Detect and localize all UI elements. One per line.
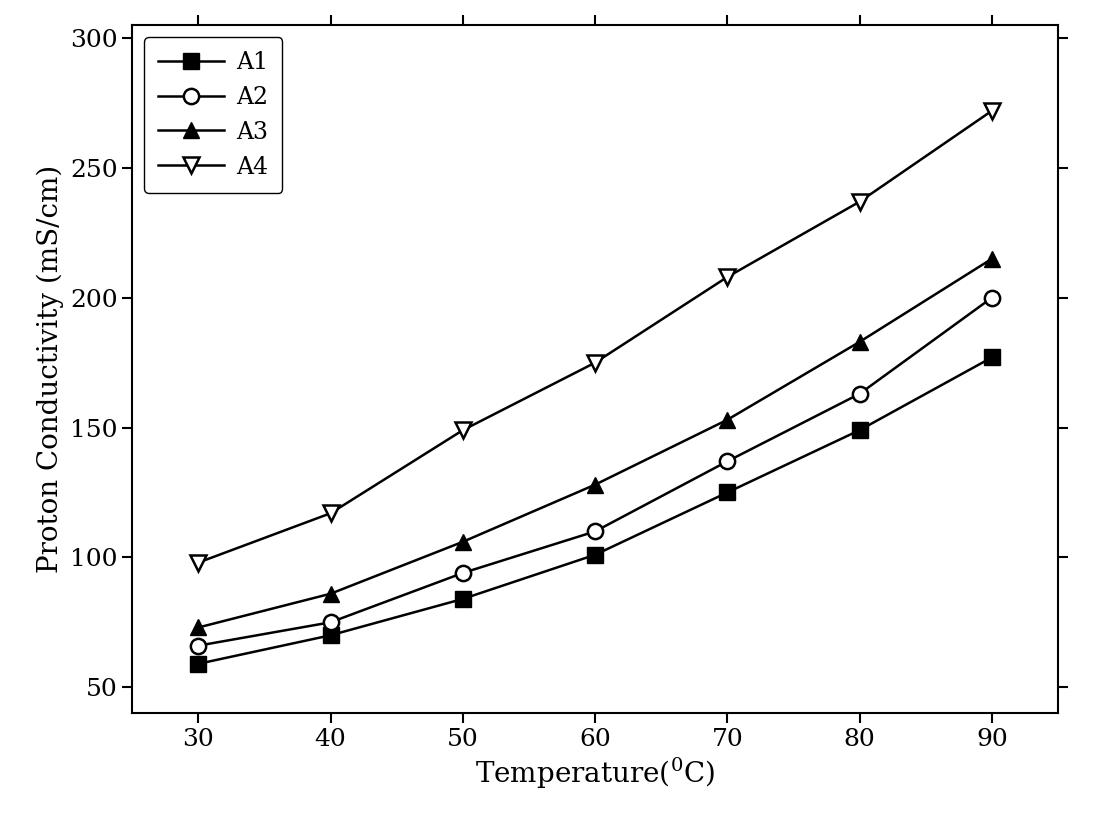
Line: A1: A1 xyxy=(191,350,1000,671)
A4 xyxy=(853,196,866,206)
Line: A3: A3 xyxy=(191,251,1000,635)
A3 xyxy=(192,623,205,633)
A4 xyxy=(721,272,734,282)
A4 xyxy=(324,508,337,519)
A1 xyxy=(192,659,205,669)
A2 xyxy=(853,388,866,399)
A3 xyxy=(853,337,866,347)
Line: A2: A2 xyxy=(191,290,1000,654)
A3 xyxy=(324,589,337,599)
A2 xyxy=(324,618,337,628)
A4 xyxy=(985,106,998,116)
X-axis label: Temperature($^{0}$C): Temperature($^{0}$C) xyxy=(475,756,715,791)
A4 xyxy=(456,425,469,435)
A1 xyxy=(588,550,602,560)
Line: A4: A4 xyxy=(191,103,1000,571)
A1 xyxy=(853,425,866,435)
A4 xyxy=(192,558,205,568)
A2 xyxy=(721,456,734,466)
A1 xyxy=(456,594,469,604)
A3 xyxy=(721,414,734,425)
Y-axis label: Proton Conductivity (mS/cm): Proton Conductivity (mS/cm) xyxy=(37,165,65,573)
A1 xyxy=(721,487,734,498)
Legend: A1, A2, A3, A4: A1, A2, A3, A4 xyxy=(144,37,282,193)
A3 xyxy=(456,537,469,547)
A1 xyxy=(985,352,998,362)
A2 xyxy=(192,641,205,651)
A2 xyxy=(456,568,469,578)
A4 xyxy=(588,357,602,367)
A2 xyxy=(588,526,602,536)
A1 xyxy=(324,630,337,640)
A2 xyxy=(985,293,998,303)
A3 xyxy=(588,480,602,490)
A3 xyxy=(985,253,998,263)
